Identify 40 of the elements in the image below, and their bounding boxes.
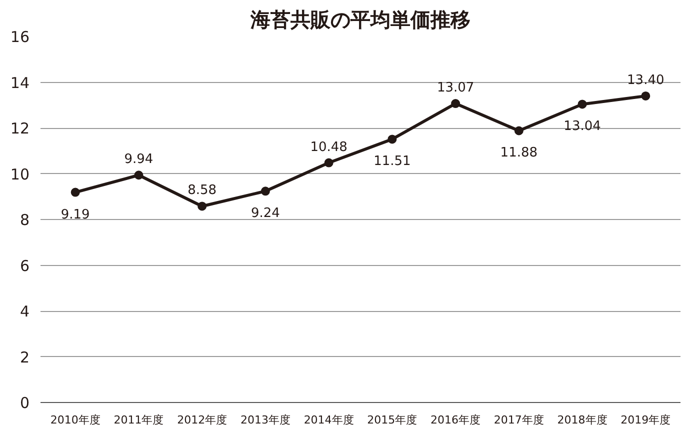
x-tick-label: 2010年度 bbox=[50, 414, 100, 426]
x-tick-label: 2015年度 bbox=[367, 414, 418, 426]
x-tick-label: 2017年度 bbox=[494, 414, 544, 426]
point bbox=[324, 158, 334, 168]
point bbox=[641, 91, 650, 100]
text: 11.51 bbox=[374, 154, 411, 170]
y-tick-label: 16 bbox=[10, 28, 30, 46]
chart-title: 海苔共販の平均単価推移 bbox=[250, 8, 470, 32]
text: 10.48 bbox=[310, 140, 348, 155]
point bbox=[70, 188, 80, 197]
y-tick-label: 0 bbox=[20, 394, 30, 412]
point bbox=[134, 170, 144, 180]
text: 11.88 bbox=[500, 146, 538, 161]
point bbox=[260, 186, 270, 196]
point bbox=[198, 202, 207, 211]
x-tick-label: 2016年度 bbox=[430, 414, 481, 426]
text: 13.04 bbox=[564, 119, 601, 134]
y-tick-label: 10 bbox=[10, 165, 30, 184]
y-tick-label: 14 bbox=[10, 74, 30, 92]
point bbox=[514, 126, 524, 136]
x-tick-label: 2011年度 bbox=[114, 414, 164, 426]
x-tick-label: 2019年度 bbox=[620, 414, 671, 426]
point bbox=[388, 134, 397, 144]
text: 13.07 bbox=[436, 80, 474, 96]
x-tick-label: 2018年度 bbox=[557, 414, 608, 426]
x-tick-label: 2014年度 bbox=[304, 414, 354, 426]
text: 9.19 bbox=[60, 207, 90, 222]
y-tick-label: 8 bbox=[20, 211, 30, 229]
text: 8.58 bbox=[188, 183, 217, 198]
text: 9.24 bbox=[250, 206, 280, 222]
text: 13.40 bbox=[627, 72, 664, 88]
x-tick-label: 2013年度 bbox=[240, 414, 290, 426]
x-tick-label: 2012年度 bbox=[177, 414, 228, 426]
point bbox=[451, 99, 460, 108]
text: 9.94 bbox=[124, 152, 154, 168]
y-tick-label: 4 bbox=[20, 302, 30, 320]
point bbox=[578, 100, 587, 109]
y-tick-label: 6 bbox=[20, 256, 30, 275]
y-tick-label: 12 bbox=[10, 120, 30, 138]
y-tick-label: 2 bbox=[20, 348, 30, 366]
